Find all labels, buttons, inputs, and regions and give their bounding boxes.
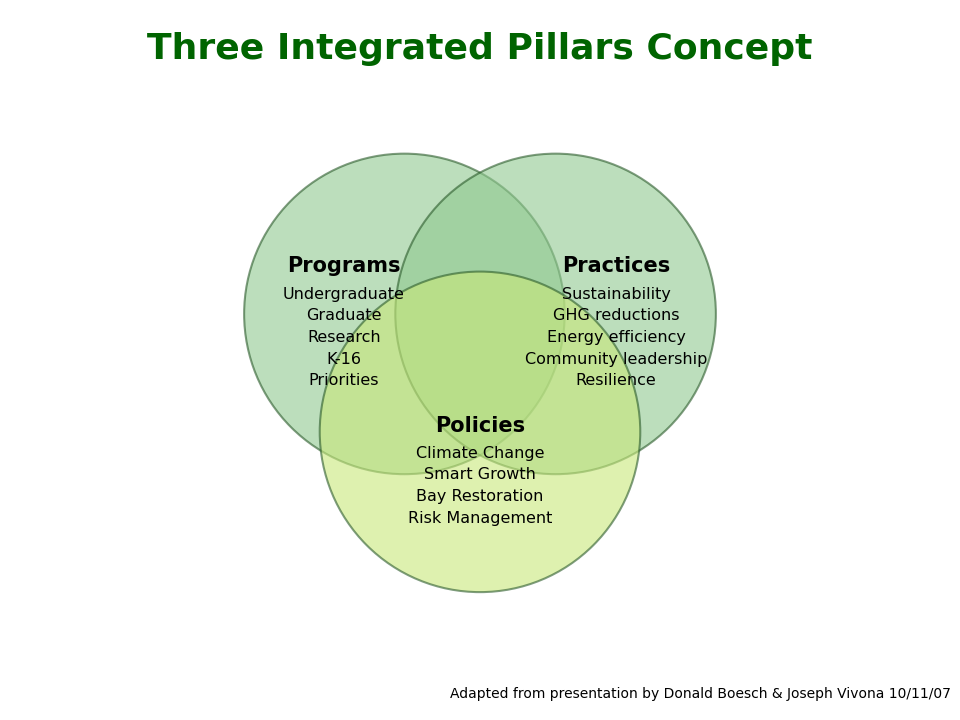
Circle shape	[320, 271, 640, 592]
Text: Adapted from presentation by Donald Boesch & Joseph Vivona 10/11/07: Adapted from presentation by Donald Boes…	[450, 687, 951, 701]
Text: Practices: Practices	[562, 256, 670, 276]
Text: Three Integrated Pillars Concept: Three Integrated Pillars Concept	[147, 32, 813, 66]
Circle shape	[244, 153, 564, 474]
Text: Undergraduate
Graduate
Research
K-16
Priorities: Undergraduate Graduate Research K-16 Pri…	[283, 287, 405, 388]
Text: Policies: Policies	[435, 416, 525, 436]
Text: Programs: Programs	[287, 256, 400, 276]
Text: Climate Change
Smart Growth
Bay Restoration
Risk Management: Climate Change Smart Growth Bay Restorat…	[408, 446, 552, 526]
Circle shape	[396, 153, 716, 474]
Text: Sustainability
GHG reductions
Energy efficiency
Community leadership
Resilience: Sustainability GHG reductions Energy eff…	[525, 287, 708, 388]
